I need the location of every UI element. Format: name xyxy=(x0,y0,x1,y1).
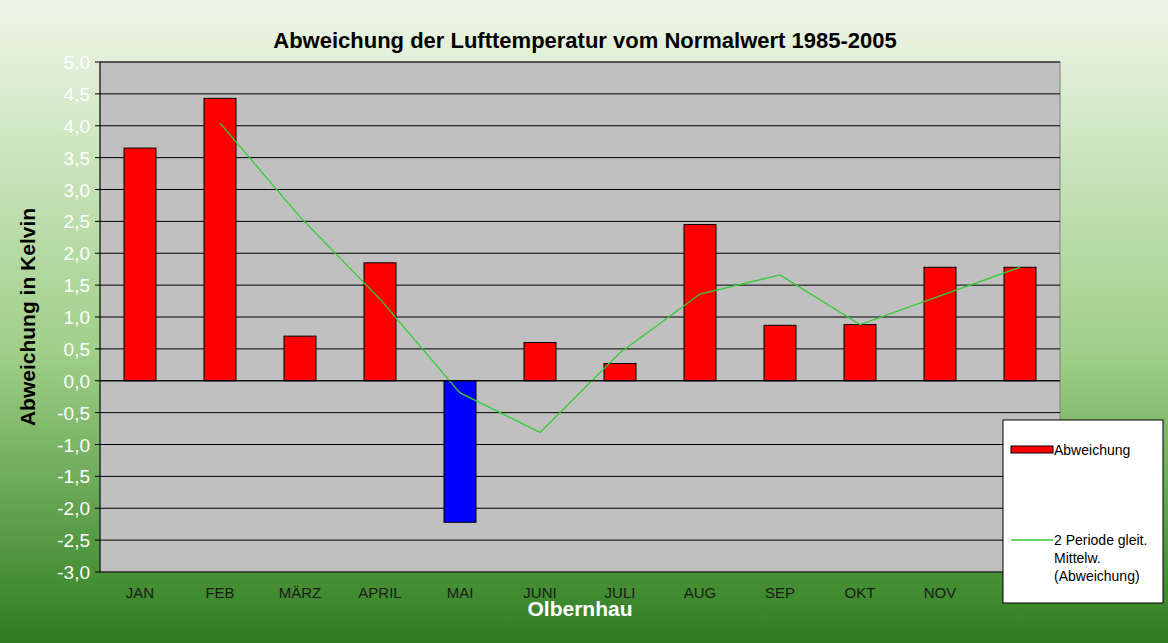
y-tick-label: -3,0 xyxy=(57,562,90,583)
tick-mark xyxy=(95,253,100,254)
y-axis-line xyxy=(100,62,101,572)
grid-line xyxy=(100,317,1060,318)
background xyxy=(0,0,1168,643)
legend-label: Abweichung xyxy=(1054,442,1130,458)
bar xyxy=(844,325,876,381)
chart: -3,0 -2,5 -2,0 -1,5 -1,0 -0,5 0,0 0,5 1,0 1,5 2,0 2… xyxy=(0,0,1168,643)
y-tick-label: -0,5 xyxy=(57,403,90,424)
bar xyxy=(1004,267,1036,380)
grid-line xyxy=(100,572,1060,573)
bar xyxy=(764,325,796,380)
y-tick-label: -1,5 xyxy=(57,466,90,487)
x-tick-label: OKT xyxy=(845,584,876,601)
data-group xyxy=(124,98,1036,522)
tick-mark xyxy=(95,412,100,413)
legend-swatch xyxy=(1011,446,1053,453)
grid-line xyxy=(100,348,1060,349)
tick-mark xyxy=(95,317,100,318)
tick-mark xyxy=(95,62,100,63)
title: Abweichung der Lufttemperatur vom Normal… xyxy=(273,28,897,53)
tick-mark xyxy=(95,572,100,573)
bar xyxy=(284,336,316,381)
grid-line xyxy=(100,412,1060,413)
tick-mark xyxy=(95,444,100,445)
grid-line xyxy=(100,476,1060,477)
tick-mark xyxy=(95,348,100,349)
y-tick-label: 4,0 xyxy=(64,116,90,137)
y-tick-label: 5,0 xyxy=(64,52,90,73)
y-tick-label: 0,0 xyxy=(64,371,90,392)
tick-mark xyxy=(95,540,100,541)
grid-line xyxy=(100,62,1060,63)
x-tick-label: AUG xyxy=(684,584,717,601)
tick-mark xyxy=(95,380,100,381)
bar xyxy=(444,381,476,523)
legend-box xyxy=(1003,420,1163,603)
y-tick-label: -1,0 xyxy=(57,435,90,456)
bar xyxy=(124,148,156,381)
y-tick-label: -2,5 xyxy=(57,530,90,551)
legend-label-line: Abweichung xyxy=(1054,442,1130,458)
x-tick-label: NOV xyxy=(924,584,957,601)
x-axis-label: Olbernhau xyxy=(527,597,632,620)
legend-swatch xyxy=(1011,539,1053,540)
y-tick-label: -2,0 xyxy=(57,498,90,519)
grid-line xyxy=(100,125,1060,126)
grid-line xyxy=(100,444,1060,445)
y-tick-label: 1,5 xyxy=(64,275,90,296)
grid-line xyxy=(100,508,1060,509)
tick-mark xyxy=(95,285,100,286)
grid-line xyxy=(100,285,1060,286)
legend-label-line: Mittelw. xyxy=(1054,550,1101,566)
grid-line xyxy=(100,221,1060,222)
y-tick-label: 3,5 xyxy=(64,148,90,169)
y-tick-label: 2,5 xyxy=(64,211,90,232)
y-axis-label: Abweichung in Kelvin xyxy=(16,208,39,426)
x-tick-label: APRIL xyxy=(358,584,401,601)
x-tick-label: SEP xyxy=(765,584,795,601)
tick-mark xyxy=(95,189,100,190)
bar xyxy=(364,263,396,381)
legend-label-line: (Abweichung) xyxy=(1054,568,1140,584)
plot-area xyxy=(100,62,1060,572)
x-tick-label: FEB xyxy=(205,584,234,601)
tick-mark xyxy=(95,125,100,126)
y-tick-label: 2,0 xyxy=(64,243,90,264)
bar xyxy=(604,364,636,381)
grid-line xyxy=(100,253,1060,254)
x-tick-label: JAN xyxy=(126,584,154,601)
bar xyxy=(924,267,956,380)
tick-mark xyxy=(95,476,100,477)
tick-mark xyxy=(95,221,100,222)
legend-label-line: 2 Periode gleit. xyxy=(1054,532,1147,548)
legend-label: 2 Periode gleit. Mittelw. (Abweichung) xyxy=(1054,532,1147,584)
x-tick-label: MÄRZ xyxy=(279,584,322,601)
grid-line xyxy=(100,157,1060,158)
y-tick-label: 4,5 xyxy=(64,84,90,105)
tick-mark xyxy=(95,508,100,509)
bar xyxy=(524,343,556,381)
grid-line xyxy=(100,93,1060,94)
y-tick-label: 0,5 xyxy=(64,339,90,360)
grid-line xyxy=(100,189,1060,190)
y-tick-label: 3,0 xyxy=(64,180,90,201)
tick-mark xyxy=(95,157,100,158)
moving-average-line xyxy=(220,123,1020,432)
x-axis-line xyxy=(100,380,1060,381)
y-tick-label: 1,0 xyxy=(64,307,90,328)
bar xyxy=(204,98,236,380)
grid-line xyxy=(100,540,1060,541)
grid-line xyxy=(100,380,1060,381)
x-tick-label: MAI xyxy=(447,584,474,601)
tick-mark xyxy=(95,93,100,94)
